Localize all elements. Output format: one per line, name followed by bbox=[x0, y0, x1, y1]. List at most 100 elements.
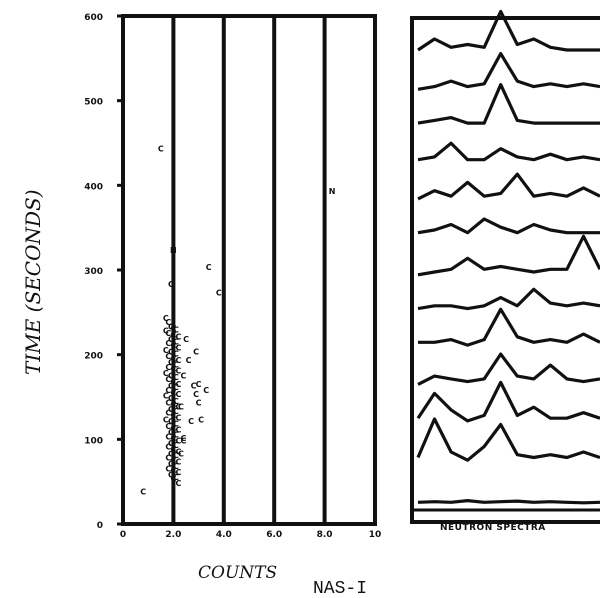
data-point-c: C bbox=[165, 398, 171, 407]
data-point-c: C bbox=[165, 352, 171, 361]
data-point-c: C bbox=[193, 348, 199, 357]
data-point-c: C bbox=[188, 417, 194, 426]
data-point-c: C bbox=[183, 335, 189, 344]
data-point-c: C bbox=[203, 386, 209, 395]
data-point-c: C bbox=[163, 346, 169, 355]
counts-y-tick-label: 0 bbox=[97, 521, 103, 531]
data-point-c: C bbox=[168, 371, 174, 380]
data-point-c: C bbox=[173, 360, 179, 369]
counts-y-tick-labels: 0 100 200 300 400 500 600 bbox=[84, 13, 123, 531]
data-point-c: C bbox=[168, 394, 174, 403]
data-point-c: C bbox=[170, 411, 176, 420]
data-point-c: C bbox=[176, 414, 182, 423]
data-point-c: C bbox=[168, 335, 174, 344]
data-point-c: C bbox=[168, 439, 174, 448]
data-point-c: C bbox=[173, 473, 179, 482]
data-point-c: C bbox=[178, 403, 184, 412]
data-point-c: C bbox=[165, 442, 171, 451]
data-point-c: C bbox=[173, 373, 179, 382]
spectrum-trace bbox=[417, 499, 600, 505]
data-point-c: C bbox=[173, 338, 179, 347]
data-point-c: C bbox=[173, 397, 179, 406]
data-point-c: C bbox=[163, 415, 169, 424]
counts-y-tick-label: 600 bbox=[84, 13, 103, 23]
counts-x-tick-labels: 0 2.0 4.0 6.0 8.0 10 bbox=[120, 530, 381, 540]
data-point-c: C bbox=[193, 390, 199, 399]
data-point-c: C bbox=[165, 432, 171, 441]
spectra-x-label: NEUTRON SPECTRA bbox=[440, 523, 546, 533]
data-point-c: C bbox=[170, 388, 176, 397]
data-point-c: C bbox=[170, 324, 176, 333]
data-point-c: C bbox=[173, 349, 179, 358]
spectrum-trace bbox=[417, 352, 600, 386]
data-point-c: C bbox=[173, 451, 179, 460]
data-point-c: C bbox=[176, 448, 182, 457]
counts-x-tick-label: 8.0 bbox=[317, 530, 333, 540]
data-point-c: C bbox=[176, 458, 182, 467]
counts-y-tick-label: 200 bbox=[84, 352, 103, 362]
data-point-c: C bbox=[170, 445, 176, 454]
data-point-c: C bbox=[176, 366, 182, 375]
counts-x-tick-label: 10 bbox=[369, 530, 382, 540]
counts-x-tick-label: 0 bbox=[120, 530, 126, 540]
data-point-c: C bbox=[176, 437, 182, 446]
data-point-c: C bbox=[181, 434, 187, 443]
spectrum-trace bbox=[417, 83, 600, 125]
data-point-c: C bbox=[176, 343, 182, 352]
spectrum-trace bbox=[417, 141, 600, 162]
data-point-c: C bbox=[173, 462, 179, 471]
data-point-c: C bbox=[170, 466, 176, 475]
counts-y-tick-label: 500 bbox=[84, 98, 103, 108]
data-point-c: C bbox=[198, 415, 204, 424]
spectrum-trace bbox=[417, 9, 600, 52]
data-point-c: C bbox=[170, 331, 176, 340]
figure-label: NAS-I bbox=[313, 579, 367, 598]
data-point-n: N bbox=[170, 246, 177, 255]
data-point-c: C bbox=[168, 405, 174, 414]
data-point-c: C bbox=[176, 403, 182, 412]
data-point-c: C bbox=[196, 380, 202, 389]
data-point-c: C bbox=[176, 479, 182, 488]
data-point-c: C bbox=[168, 417, 174, 426]
data-point-c: C bbox=[181, 371, 187, 380]
data-point-c: C bbox=[168, 358, 174, 367]
data-point-c: C bbox=[176, 332, 182, 341]
spectrum-trace bbox=[416, 380, 600, 423]
spectra-panel: NEUTRON SPECTRA bbox=[410, 9, 600, 533]
data-point-c: C bbox=[173, 326, 179, 335]
spectrum-trace bbox=[417, 172, 600, 201]
data-point-c: C bbox=[176, 380, 182, 389]
data-point-c: C bbox=[170, 400, 176, 409]
data-point-c: C bbox=[165, 375, 171, 384]
data-point-c: C bbox=[168, 470, 174, 479]
counts-x-tick-label: 2.0 bbox=[165, 530, 181, 540]
data-point-c: C bbox=[165, 329, 171, 338]
data-point-c: C bbox=[165, 454, 171, 463]
data-point-c: C bbox=[170, 424, 176, 433]
counts-y-tick-label: 100 bbox=[84, 436, 103, 446]
data-point-c: C bbox=[173, 420, 179, 429]
spectrum-trace bbox=[416, 417, 600, 462]
data-point-c: C bbox=[176, 426, 182, 435]
spectrum-trace bbox=[417, 217, 600, 235]
data-point-c: C bbox=[165, 339, 171, 348]
data-point-c: C bbox=[163, 314, 169, 323]
data-point-c: C bbox=[178, 449, 184, 458]
data-point-c: C bbox=[173, 383, 179, 392]
data-point-c: C bbox=[163, 369, 169, 378]
data-point-c: C bbox=[165, 318, 171, 327]
spectrum-trace bbox=[417, 234, 600, 277]
spectrum-trace bbox=[418, 307, 600, 347]
data-point-c: C bbox=[170, 475, 176, 484]
counts-panel-frame bbox=[121, 14, 377, 526]
data-point-c: C bbox=[168, 449, 174, 458]
data-point-c: C bbox=[165, 465, 171, 474]
data-point-c: C bbox=[168, 459, 174, 468]
data-point-c: C bbox=[176, 356, 182, 365]
data-point-c: C bbox=[165, 409, 171, 418]
data-point-c: C bbox=[186, 356, 192, 365]
spectra-panel-frame bbox=[410, 16, 600, 524]
data-point-c: C bbox=[165, 422, 171, 431]
